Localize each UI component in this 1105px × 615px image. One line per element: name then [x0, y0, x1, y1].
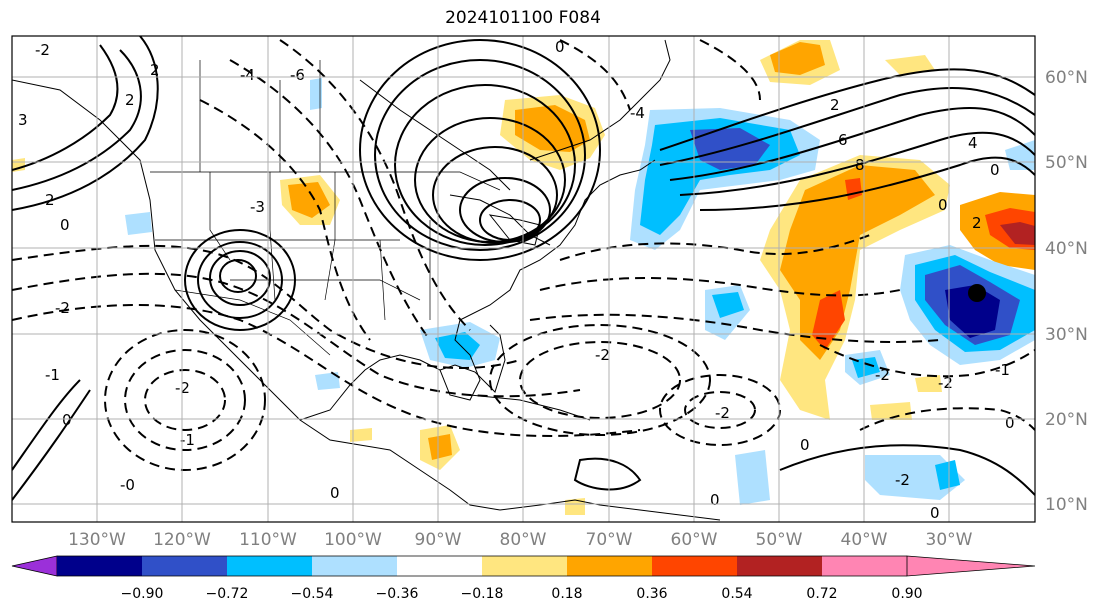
svg-text:-2: -2: [938, 374, 953, 392]
colorbar-segment: [567, 556, 652, 576]
lon-label: 60°W: [671, 530, 718, 550]
svg-text:0: 0: [938, 196, 948, 214]
colorbar-tick-label: −0.90: [121, 586, 164, 602]
colorbar-segment: [57, 556, 142, 576]
map-frame: [11, 35, 1036, 523]
colorbar-tick-label: −0.18: [461, 586, 504, 602]
colorbar-segment: [227, 556, 312, 576]
lon-label: 100°W: [324, 530, 382, 550]
colorbar-tick-label: 0.18: [551, 586, 582, 602]
svg-text:0: 0: [800, 436, 810, 454]
svg-text:-2: -2: [595, 346, 610, 364]
lon-label: 130°W: [68, 530, 126, 550]
lon-label: 110°W: [239, 530, 297, 550]
lon-label: 120°W: [153, 530, 211, 550]
latitude-labels: 60°N 50°N 40°N 30°N 20°N 10°N: [1045, 68, 1088, 515]
colorbar-extend-high: [906, 555, 1036, 577]
svg-text:-2: -2: [875, 366, 890, 384]
svg-text:-4: -4: [240, 66, 255, 84]
svg-text:2: 2: [150, 61, 160, 79]
svg-text:0: 0: [990, 161, 1000, 179]
svg-text:-3: -3: [250, 198, 265, 216]
colorbar-tick-label: 0.36: [636, 586, 667, 602]
svg-text:8: 8: [855, 156, 865, 174]
colorbar-segment: [312, 556, 397, 576]
svg-text:-2: -2: [35, 41, 50, 59]
gridlines: [12, 36, 1035, 522]
svg-text:0: 0: [555, 38, 565, 56]
colorbar-tick-label: 0.72: [806, 586, 837, 602]
colorbar: −0.90 −0.72 −0.54 −0.36 −0.18 0.18 0.36 …: [11, 555, 1036, 602]
svg-text:0: 0: [710, 491, 720, 509]
svg-text:6: 6: [838, 131, 848, 149]
longitude-labels: 130°W 120°W 110°W 100°W 90°W 80°W 70°W 6…: [68, 530, 973, 550]
lon-label: 70°W: [586, 530, 633, 550]
svg-text:2: 2: [125, 91, 135, 109]
colorbar-segment: [482, 556, 567, 576]
lat-label: 40°N: [1045, 239, 1088, 259]
lon-label: 80°W: [500, 530, 547, 550]
svg-text:-6: -6: [290, 66, 305, 84]
contour-labels: -2 3 2 2 2 0 -4 -6 -3 -2 -1 0 -2 -1 -0 0…: [18, 38, 1015, 522]
lon-label: 90°W: [415, 530, 462, 550]
contours: [12, 36, 1035, 501]
lat-label: 60°N: [1045, 68, 1088, 88]
svg-text:4: 4: [968, 134, 978, 152]
lon-label: 40°W: [841, 530, 888, 550]
colorbar-tick-label: −0.54: [291, 586, 334, 602]
colorbar-tick-label: 0.90: [891, 586, 922, 602]
svg-text:2: 2: [830, 96, 840, 114]
svg-text:-1: -1: [995, 361, 1010, 379]
coastlines: [12, 39, 721, 521]
svg-text:0: 0: [62, 411, 72, 429]
svg-text:-1: -1: [45, 366, 60, 384]
colorbar-segment: [652, 556, 737, 576]
svg-text:-4: -4: [630, 104, 645, 122]
svg-text:2: 2: [45, 191, 55, 209]
colorbar-tick-label: 0.54: [721, 586, 752, 602]
svg-text:-2: -2: [715, 404, 730, 422]
svg-text:0: 0: [60, 216, 70, 234]
colorbar-tick-label: −0.72: [206, 586, 249, 602]
svg-text:2: 2: [972, 214, 982, 232]
svg-text:0: 0: [1005, 414, 1015, 432]
colorbar-segment: [737, 556, 822, 576]
colorbar-segment: [142, 556, 227, 576]
shaded-field: [12, 40, 1035, 515]
lat-label: 50°N: [1045, 153, 1088, 173]
lon-label: 30°W: [926, 530, 973, 550]
svg-text:-1: -1: [180, 431, 195, 449]
lon-label: 50°W: [756, 530, 803, 550]
lat-label: 20°N: [1045, 410, 1088, 430]
map-content: -2 3 2 2 2 0 -4 -6 -3 -2 -1 0 -2 -1 -0 0…: [12, 36, 1035, 522]
svg-text:-2: -2: [895, 471, 910, 489]
colorbar-segment: [397, 556, 482, 576]
colorbar-tick-label: −0.36: [376, 586, 419, 602]
map-title: 2024101100 F084: [445, 8, 601, 28]
svg-text:0: 0: [330, 484, 340, 502]
svg-text:-0: -0: [120, 476, 135, 494]
lat-label: 30°N: [1045, 325, 1088, 345]
lat-label: 10°N: [1045, 495, 1088, 515]
colorbar-segment: [822, 556, 907, 576]
svg-text:3: 3: [18, 111, 28, 129]
location-marker: [968, 284, 986, 302]
svg-text:0: 0: [930, 504, 940, 522]
colorbar-extend-low: [11, 555, 58, 577]
svg-text:-2: -2: [55, 299, 70, 317]
